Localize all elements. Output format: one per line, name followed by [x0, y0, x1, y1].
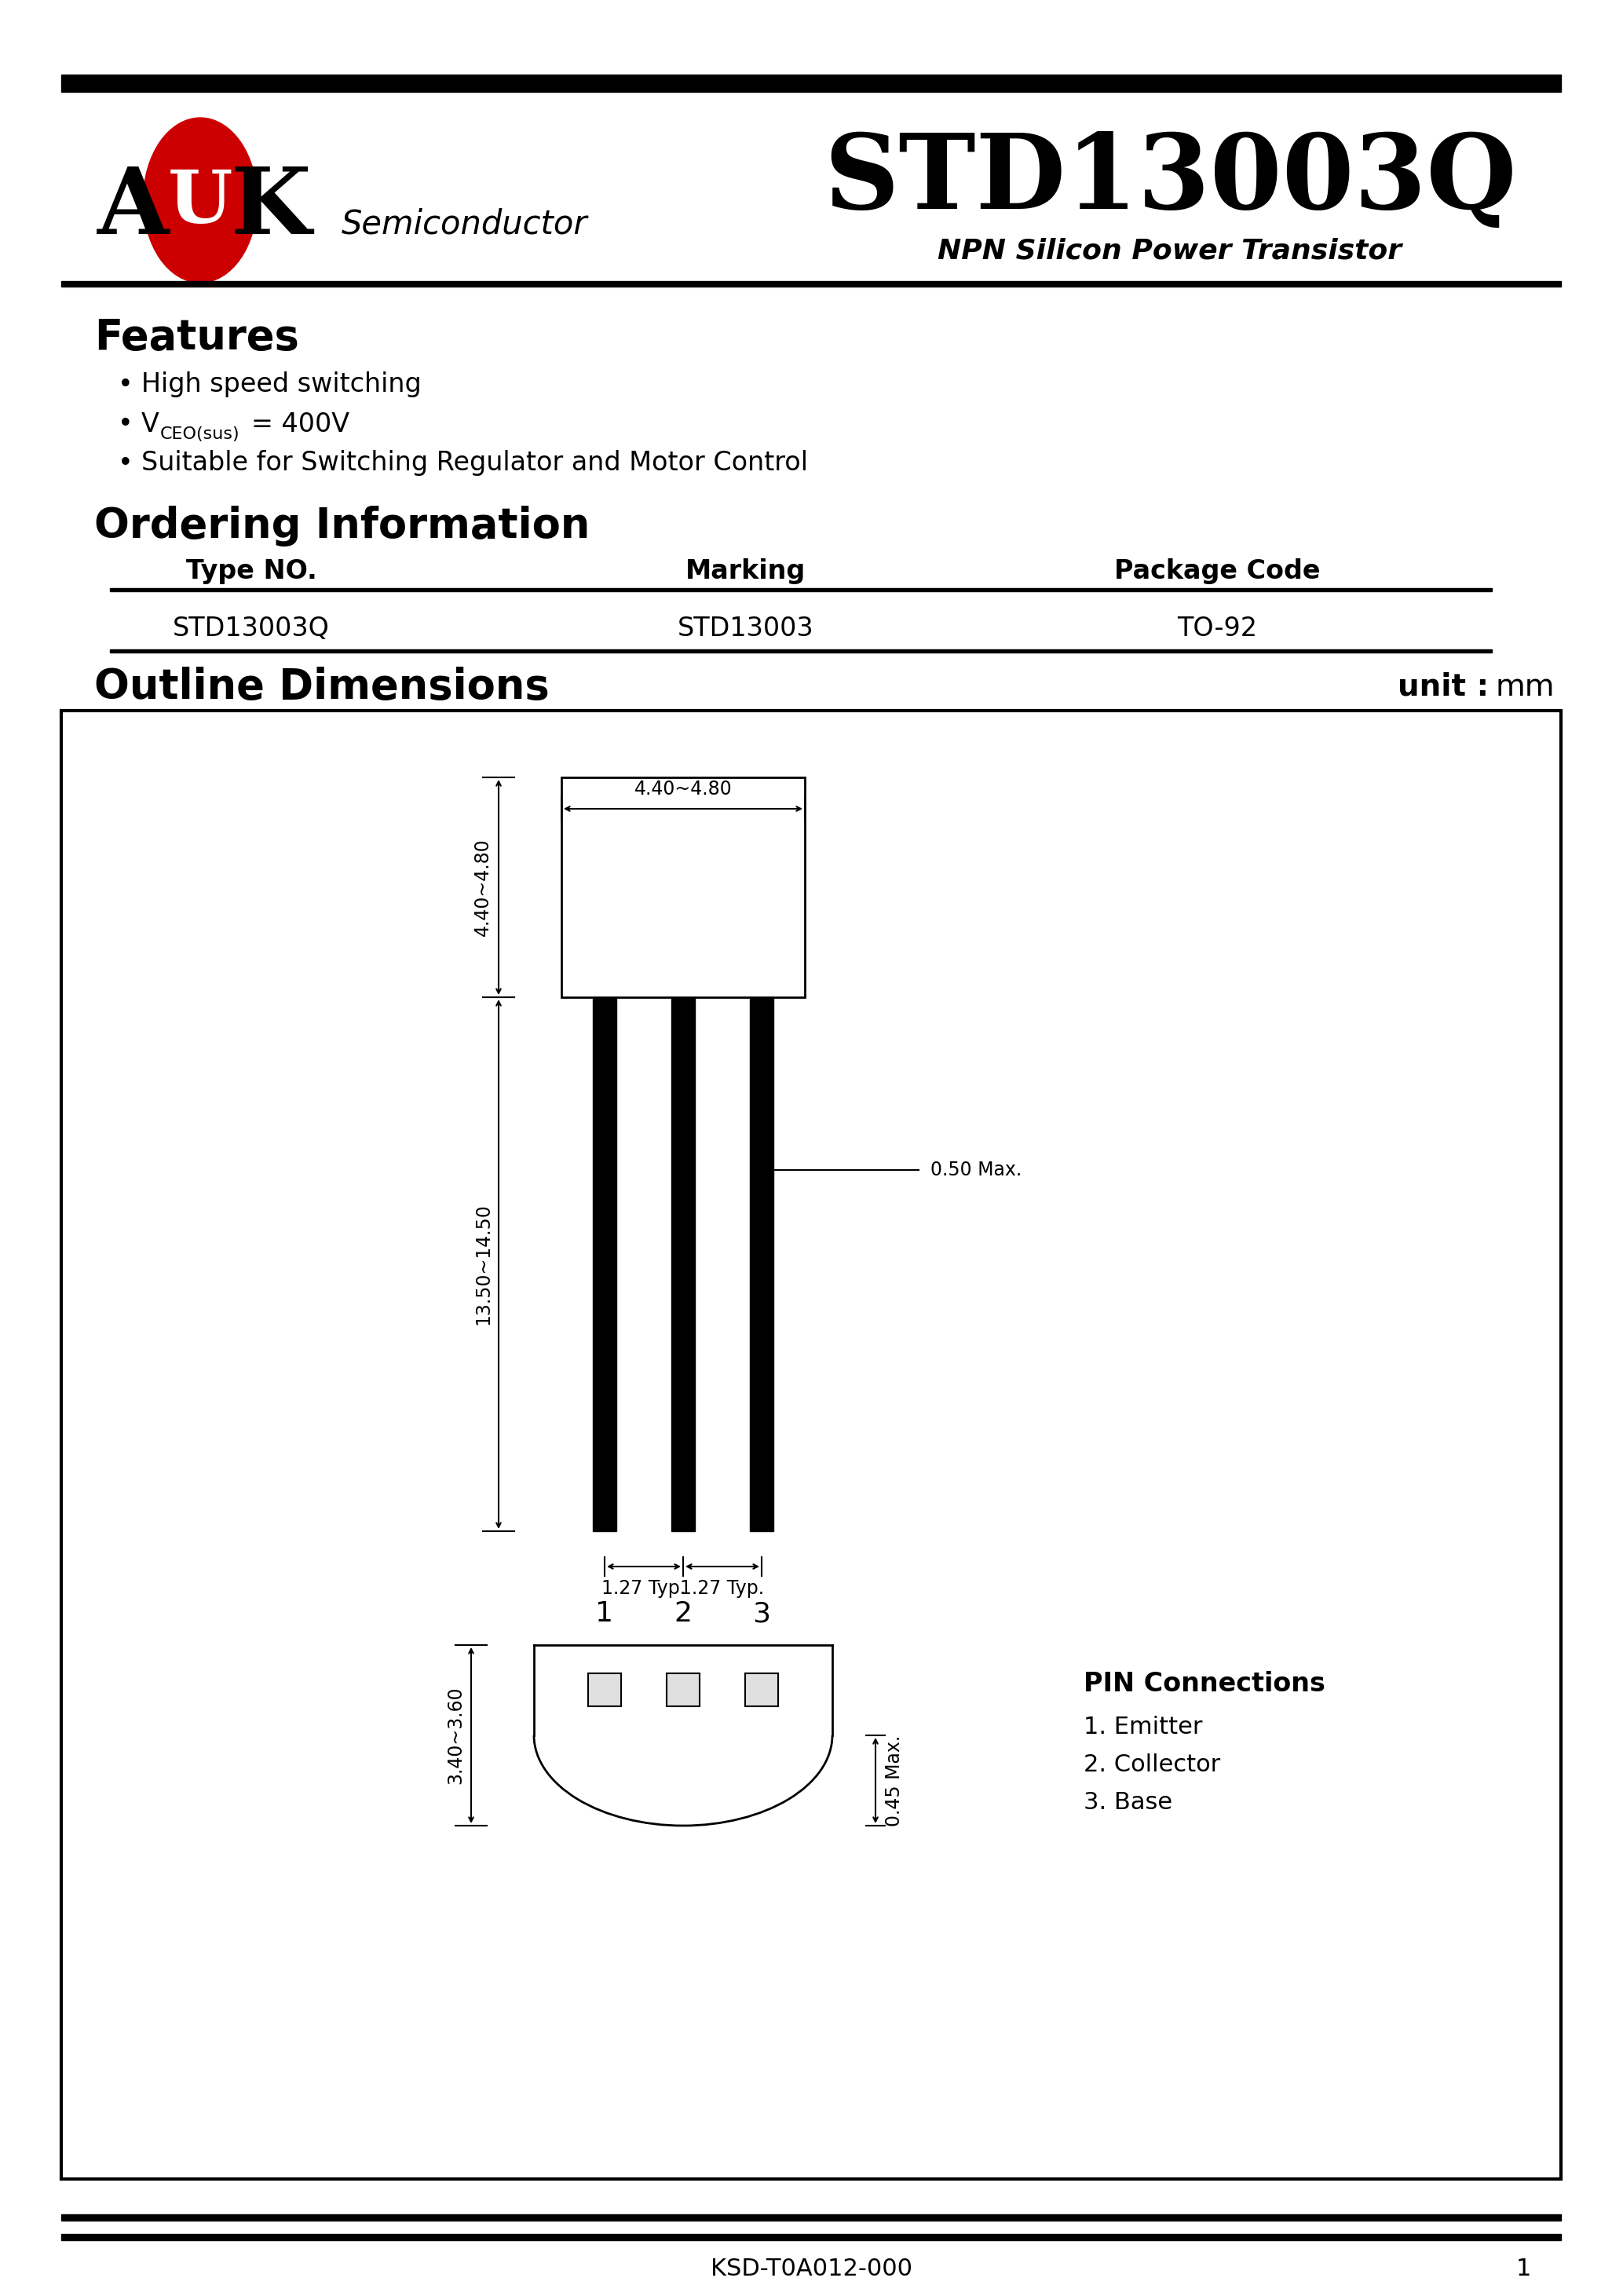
Text: CEO(sus): CEO(sus) — [161, 427, 240, 443]
Bar — [745, 1674, 777, 1706]
Text: High speed switching: High speed switching — [141, 372, 422, 397]
Bar — [672, 996, 695, 1531]
Text: 3.40~3.60: 3.40~3.60 — [446, 1688, 464, 1784]
Bar — [62, 712, 1561, 2179]
Bar — [62, 280, 1561, 287]
Text: 13.50~14.50: 13.50~14.50 — [474, 1203, 492, 1325]
Text: 1: 1 — [1516, 2257, 1530, 2280]
Bar — [62, 2213, 1561, 2220]
Text: U: U — [167, 168, 232, 239]
Text: 0.45 Max.: 0.45 Max. — [885, 1736, 904, 1825]
Text: 4.40~4.80: 4.40~4.80 — [474, 838, 492, 937]
Text: 1: 1 — [596, 1600, 613, 1628]
Text: STD13003Q: STD13003Q — [823, 131, 1516, 232]
Text: 1.27 Typ.: 1.27 Typ. — [602, 1580, 687, 1598]
Text: 2. Collector: 2. Collector — [1084, 1754, 1220, 1777]
Text: 2: 2 — [674, 1600, 691, 1628]
Text: Package Code: Package Code — [1113, 558, 1319, 585]
Text: 0.50 Max.: 0.50 Max. — [930, 1159, 1022, 1180]
Text: unit :: unit : — [1397, 673, 1500, 703]
Text: •: • — [118, 372, 133, 397]
Text: STD13003: STD13003 — [678, 615, 815, 641]
Bar — [110, 588, 1492, 592]
Text: A: A — [97, 163, 169, 253]
Text: PIN Connections: PIN Connections — [1084, 1671, 1326, 1697]
Bar — [62, 73, 1561, 92]
Text: Outline Dimensions: Outline Dimensions — [94, 666, 550, 707]
Text: NPN Silicon Power Transistor: NPN Silicon Power Transistor — [938, 239, 1402, 264]
Text: Features: Features — [94, 317, 299, 358]
Text: Semiconductor: Semiconductor — [341, 207, 588, 241]
Text: Suitable for Switching Regulator and Motor Control: Suitable for Switching Regulator and Mot… — [141, 450, 808, 475]
Text: K: K — [230, 163, 312, 253]
Text: Type NO.: Type NO. — [185, 558, 316, 585]
Text: 1. Emitter: 1. Emitter — [1084, 1715, 1203, 1738]
Text: 3. Base: 3. Base — [1084, 1791, 1172, 1814]
Text: mm: mm — [1496, 673, 1555, 703]
Bar — [588, 1674, 622, 1706]
Text: = 400V: = 400V — [252, 411, 349, 436]
Text: Ordering Information: Ordering Information — [94, 505, 591, 546]
Text: TO-92: TO-92 — [1177, 615, 1258, 641]
Text: 1.27 Typ.: 1.27 Typ. — [680, 1580, 764, 1598]
Text: 3: 3 — [753, 1600, 771, 1628]
Text: 4.40~4.80: 4.40~4.80 — [635, 781, 732, 799]
Bar — [562, 778, 805, 996]
Text: •: • — [118, 450, 133, 475]
Bar — [110, 650, 1492, 652]
Text: Marking: Marking — [687, 558, 807, 585]
Text: V: V — [141, 411, 159, 436]
Bar — [750, 996, 774, 1531]
Text: KSD-T0A012-000: KSD-T0A012-000 — [711, 2257, 912, 2280]
Bar — [592, 996, 617, 1531]
Bar — [667, 1674, 700, 1706]
Text: •: • — [118, 411, 133, 436]
Text: STD13003Q: STD13003Q — [172, 615, 329, 641]
Ellipse shape — [143, 117, 256, 282]
Bar — [62, 2234, 1561, 2241]
